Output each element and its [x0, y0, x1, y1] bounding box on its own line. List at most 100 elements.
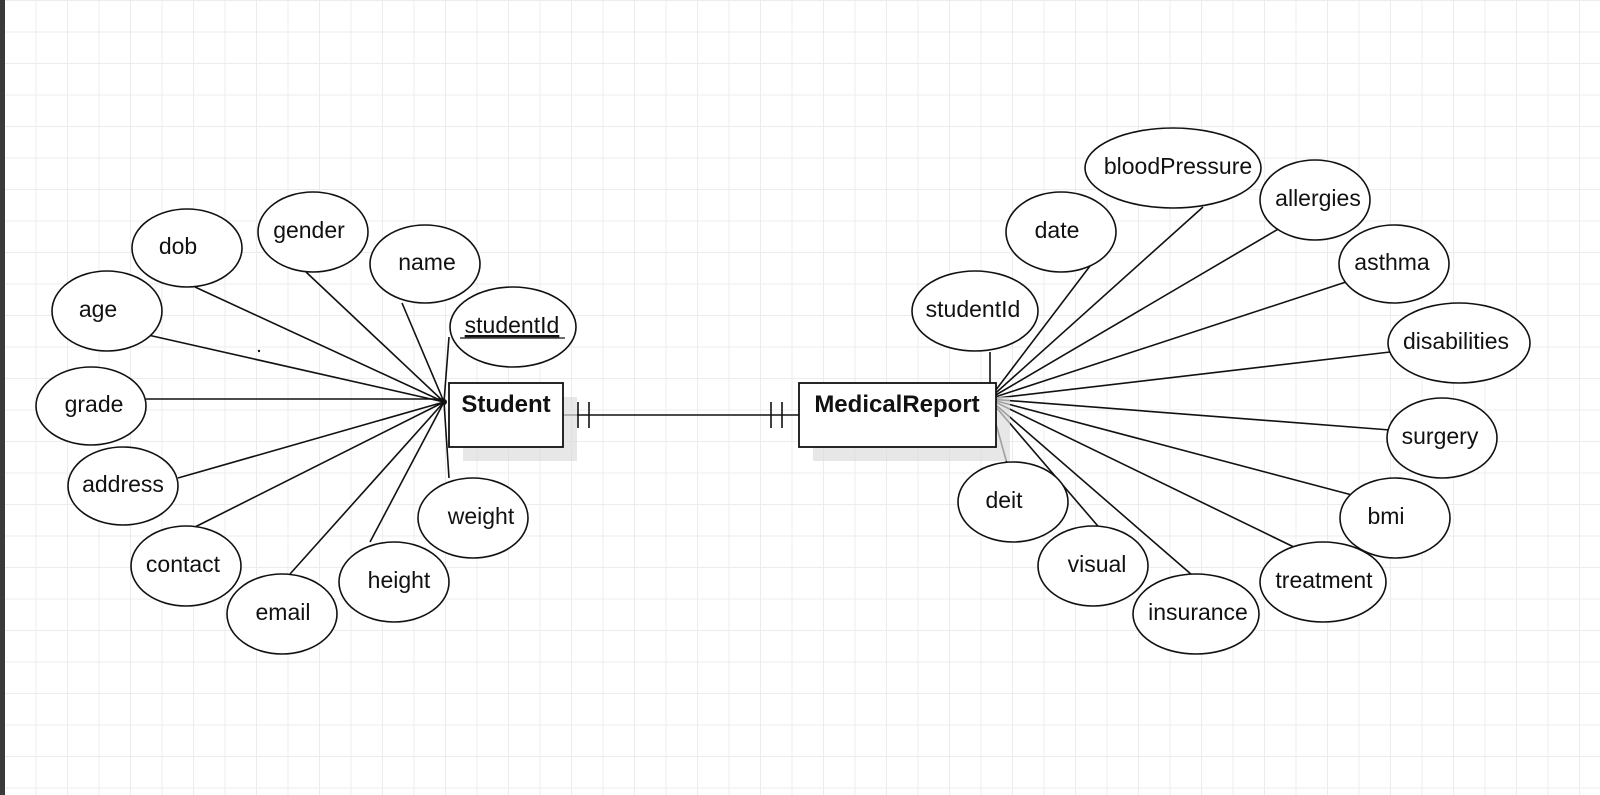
attribute-label: bmi [1367, 503, 1404, 529]
attribute-ellipse[interactable] [1037, 525, 1149, 607]
attribute-label: age [79, 296, 117, 322]
connector-age [147, 334, 445, 403]
attribute-contact[interactable]: contact [130, 525, 242, 607]
attribute-label: asthma [1354, 249, 1430, 275]
attribute-label: weight [447, 503, 515, 529]
relationship-student-medicalreport[interactable] [563, 402, 799, 428]
window-edge [0, 0, 5, 795]
attribute-allergies[interactable]: allergies [1259, 159, 1371, 241]
attribute-ellipse[interactable] [417, 477, 529, 559]
attribute-ellipse[interactable] [1084, 127, 1262, 209]
attribute-ellipse[interactable] [35, 366, 147, 446]
attribute-ellipse[interactable] [1132, 573, 1260, 655]
attribute-ellipse[interactable] [131, 208, 243, 288]
connector-asthma [988, 281, 1347, 400]
attribute-surgery[interactable]: surgery [1386, 397, 1498, 479]
attribute-ellipse[interactable] [1338, 224, 1450, 304]
attribute-address[interactable]: address [67, 446, 179, 526]
attribute-label: height [368, 567, 431, 593]
attribute-ellipse[interactable] [1005, 191, 1117, 273]
attribute-label: date [1035, 217, 1080, 243]
attribute-bloodpressure[interactable]: bloodPressure [1084, 127, 1262, 209]
attribute-age[interactable]: age [51, 270, 163, 352]
connector-dob [194, 286, 445, 403]
attribute-bmi[interactable]: bmi [1339, 477, 1451, 559]
attribute-name[interactable]: name [369, 224, 481, 304]
attribute-gender[interactable]: gender [257, 191, 369, 273]
connector-date [988, 265, 1091, 400]
attribute-label: disabilities [1403, 328, 1509, 354]
attribute-ellipse[interactable] [1259, 541, 1387, 623]
connector-address [177, 401, 445, 479]
attribute-ellipse[interactable] [1386, 397, 1498, 479]
attribute-ellipse[interactable] [911, 270, 1039, 352]
connector-weight [443, 401, 450, 479]
attribute-height[interactable]: height [338, 541, 450, 623]
connector-insurance [988, 398, 1193, 576]
connector-bloodpressure [988, 206, 1204, 400]
attribute-label: gender [273, 217, 345, 243]
connector-contact [194, 401, 445, 528]
attribute-label: deit [985, 487, 1023, 513]
attribute-treatment[interactable]: treatment [1259, 541, 1387, 623]
attribute-ellipse[interactable] [51, 270, 163, 352]
attribute-label: contact [146, 551, 221, 577]
attribute-studentid-fk[interactable]: studentId [911, 270, 1039, 352]
entity-label: Student [461, 391, 550, 418]
attribute-label: treatment [1275, 567, 1373, 593]
attribute-dob[interactable]: dob [131, 208, 243, 288]
attribute-deit[interactable]: deit [957, 461, 1069, 543]
attribute-ellipse[interactable] [957, 461, 1069, 543]
attribute-label: surgery [1402, 423, 1479, 449]
attribute-ellipse[interactable] [67, 446, 179, 526]
attribute-ellipse[interactable] [130, 525, 242, 607]
connector-surgery [988, 398, 1391, 431]
attribute-label: address [82, 471, 164, 497]
attribute-weight[interactable]: weight [417, 477, 529, 559]
connector-allergies [988, 227, 1281, 400]
attribute-label: name [398, 249, 456, 275]
attribute-date[interactable]: date [1005, 191, 1117, 273]
attribute-label: dob [159, 233, 197, 259]
entity-box[interactable] [448, 382, 564, 448]
entity-label: MedicalReport [814, 391, 979, 418]
attribute-ellipse[interactable] [338, 541, 450, 623]
attribute-studentid-key[interactable]: studentId [449, 286, 577, 368]
connector-gender [305, 271, 445, 403]
attribute-ellipse[interactable] [226, 573, 338, 655]
attribute-visual[interactable]: visual [1037, 525, 1149, 607]
entity-box[interactable] [798, 382, 997, 448]
attribute-ellipse[interactable] [1387, 302, 1531, 384]
attribute-ellipse[interactable] [449, 286, 577, 368]
attribute-ellipse[interactable] [1339, 477, 1451, 559]
connector-disabilities [988, 351, 1391, 400]
connector-email [289, 401, 445, 575]
attribute-grade[interactable]: grade [35, 366, 147, 446]
attribute-ellipse[interactable] [1259, 159, 1371, 241]
connector-studentid [443, 336, 450, 403]
student-connectors [146, 271, 450, 575]
attribute-insurance[interactable]: insurance [1132, 573, 1260, 655]
connector-height [369, 401, 445, 543]
attribute-label: insurance [1148, 599, 1248, 625]
connector-bmi [988, 398, 1353, 496]
attribute-label: allergies [1275, 185, 1361, 211]
attribute-label: studentId [465, 312, 560, 338]
attribute-email[interactable]: email [226, 573, 338, 655]
student-junction [441, 399, 447, 405]
attribute-label: grade [65, 391, 124, 417]
attribute-label: studentId [926, 296, 1021, 322]
stray-dot [257, 349, 261, 353]
attribute-label: bloodPressure [1104, 153, 1252, 179]
attribute-disabilities[interactable]: disabilities [1387, 302, 1531, 384]
attribute-asthma[interactable]: asthma [1338, 224, 1450, 304]
entity-student[interactable]: Student [448, 382, 577, 461]
attribute-ellipse[interactable] [369, 224, 481, 304]
attribute-ellipse[interactable] [257, 191, 369, 273]
attribute-label: visual [1068, 551, 1127, 577]
entity-medicalreport[interactable]: MedicalReport [798, 382, 1010, 461]
connector-treatment [988, 398, 1301, 551]
connector-name [401, 302, 445, 403]
attribute-label: email [256, 599, 311, 625]
